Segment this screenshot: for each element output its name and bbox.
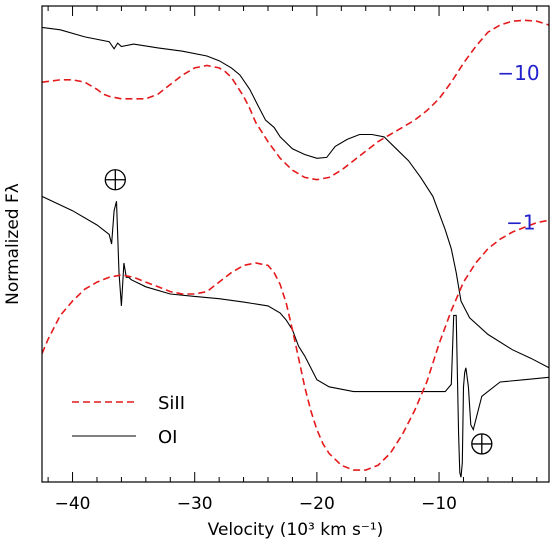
series-line-siII_bottom — [42, 219, 549, 471]
x-tick-label: −40 — [55, 494, 91, 514]
x-tick-label: −30 — [177, 494, 213, 514]
x-tick-label: −20 — [299, 494, 335, 514]
axes — [41, 5, 550, 483]
legend-label-siII: SiII — [158, 393, 185, 414]
x-axis-label: Velocity (10³ km s⁻¹) — [208, 520, 384, 540]
legend: SiII OI — [72, 393, 185, 448]
telluric-earth-icon — [471, 433, 493, 455]
x-axis-ticks: −40 −30 −20 −10 — [47, 6, 538, 514]
plot-frame — [41, 5, 550, 483]
series-line-oi_top — [42, 26, 549, 369]
series-line-oi_bottom — [42, 195, 549, 478]
series-line-siII_top — [42, 19, 549, 181]
x-tick-label: −10 — [421, 494, 457, 514]
epoch-label: −10 — [497, 61, 539, 85]
plot-area — [42, 19, 549, 478]
epoch-label: −1 — [506, 211, 535, 235]
annotations: −10 −1 — [104, 61, 540, 455]
telluric-earth-icon — [104, 169, 126, 191]
y-axis-label: Normalized Fλ — [3, 183, 23, 305]
legend-label-oi: OI — [158, 427, 177, 448]
